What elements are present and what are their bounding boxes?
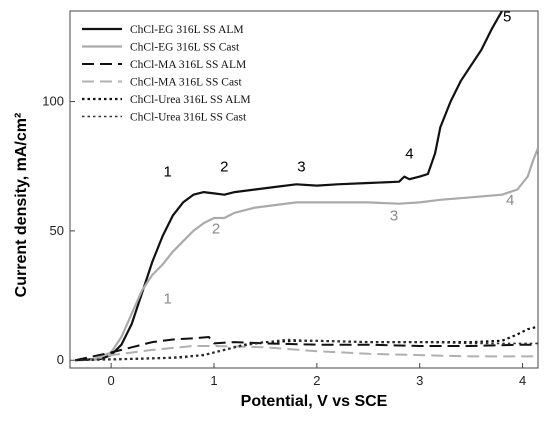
point-label: 5 [503,8,511,25]
x-tick-label: 0 [108,373,115,388]
x-tick-label: 4 [519,373,526,388]
y-axis-label: Current density, mA/cm² [13,113,30,298]
series-line-4 [90,345,538,362]
legend-label: ChCl-Urea 316L SS Cast [130,112,247,124]
point-label: 2 [212,220,220,237]
legend-label: ChCl-MA 316L SS ALM [130,59,246,71]
axis-ticks: 0 1 2 3 4 0 50 100 [42,94,526,388]
x-tick-label: 2 [313,373,320,388]
legend-label: ChCl-MA 316L SS Cast [130,77,243,89]
y-tick-label: 100 [42,94,64,109]
point-annotations: 1 2 3 4 5 1 2 3 4 [164,8,515,307]
series-line-3 [74,336,538,362]
series-line-6 [75,338,538,361]
series-line-2 [90,147,538,362]
point-label: 4 [405,145,413,162]
series-line-5 [75,325,538,362]
point-label: 4 [506,192,514,209]
legend-label: ChCl-Urea 316L SS ALM [130,94,251,106]
x-tick-label: 1 [210,373,217,388]
y-tick-label: 0 [57,352,64,367]
legend: ChCl-EG 316L SS ALM ChCl-EG 316L SS Cast C… [82,24,251,124]
point-label: 2 [220,158,228,175]
legend-label: ChCl-EG 316L SS Cast [130,42,240,54]
y-tick-label: 50 [50,223,64,238]
point-label: 3 [297,158,305,175]
plot-frame [69,10,539,369]
point-label: 1 [164,164,172,181]
series-line-1 [75,11,503,362]
point-label: 3 [390,208,398,225]
x-axis-label: Potential, V vs SCE [241,393,388,410]
legend-label: ChCl-EG 316L SS ALM [130,24,244,36]
x-tick-label: 3 [416,373,423,388]
series-lines [74,11,538,362]
point-label: 1 [164,290,172,307]
